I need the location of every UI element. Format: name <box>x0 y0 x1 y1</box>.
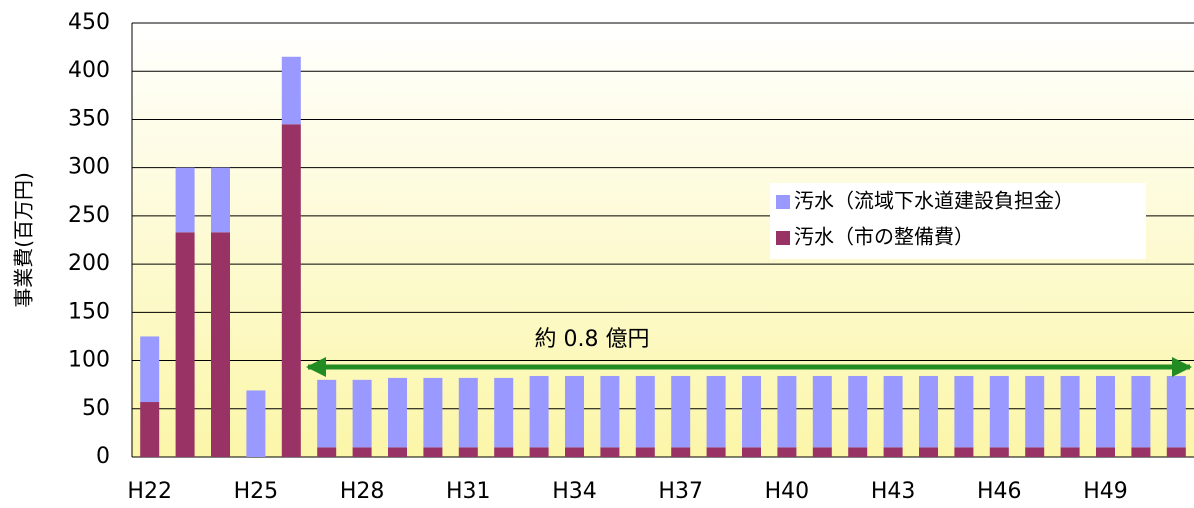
y-tick-label: 250 <box>68 203 110 228</box>
x-tick-label: H22 <box>127 479 172 504</box>
y-tick-label: 300 <box>68 155 110 180</box>
bar-segment <box>388 377 407 448</box>
bar-segment <box>989 375 1009 448</box>
bar-segment <box>1025 375 1045 448</box>
bar-segment <box>777 447 797 457</box>
legend-swatch <box>776 195 790 209</box>
bar-segment <box>706 375 726 448</box>
bar-segment <box>175 167 195 233</box>
bar-segment <box>671 375 691 448</box>
x-tick-label: H49 <box>1083 479 1128 504</box>
bar-segment <box>1096 447 1115 457</box>
bar-segment <box>494 447 514 457</box>
x-tick-label: H40 <box>765 479 810 504</box>
bar-segment <box>919 447 938 457</box>
bar-segment <box>848 375 868 448</box>
bar-segment <box>1025 447 1045 457</box>
bar-segment <box>565 375 584 448</box>
bar-segment <box>883 375 903 448</box>
x-tick-label: H43 <box>871 479 916 504</box>
x-tick-label: H25 <box>234 479 279 504</box>
bar-segment <box>706 447 726 457</box>
bar-segment <box>423 377 443 448</box>
bar-segment <box>458 447 478 457</box>
y-tick-label: 50 <box>82 396 110 421</box>
bar-segment <box>919 375 938 448</box>
bar-segment <box>281 124 301 458</box>
bar-segment <box>1096 375 1115 448</box>
bar-segment <box>529 375 549 448</box>
bar-segment <box>954 447 974 457</box>
legend-box <box>770 183 1146 259</box>
bar-segment <box>211 167 230 233</box>
bar-segment <box>1166 375 1186 448</box>
bar-segment <box>742 447 761 457</box>
y-tick-label: 450 <box>68 10 110 35</box>
bar-segment <box>317 379 337 448</box>
y-tick-label: 0 <box>96 444 110 469</box>
legend-label: 汚水（流域下水道建設負担金） <box>794 189 1074 213</box>
legend-swatch <box>776 231 790 245</box>
bar-segment <box>1131 447 1151 457</box>
bar-segment <box>671 447 691 457</box>
y-tick-label: 150 <box>68 299 110 324</box>
bar-segment <box>812 375 832 448</box>
bar-segment <box>848 447 868 457</box>
y-tick-label: 400 <box>68 58 110 83</box>
legend-label: 汚水（市の整備費） <box>794 225 974 249</box>
bar-segment <box>989 447 1009 457</box>
bar-segment <box>317 447 337 457</box>
bar-segment <box>600 375 620 448</box>
bar-segment <box>883 447 903 457</box>
bar-segment <box>600 447 620 457</box>
bar-segment <box>635 447 655 457</box>
y-tick-label: 100 <box>68 348 110 373</box>
x-tick-label: H28 <box>340 479 385 504</box>
y-axis-label: 事業費(百万円) <box>12 172 36 308</box>
x-tick-label: H46 <box>977 479 1022 504</box>
bar-segment <box>458 377 478 448</box>
bar-segment <box>954 375 974 448</box>
bar-segment <box>1166 447 1186 457</box>
bar-segment <box>388 447 407 457</box>
bar-segment <box>635 375 655 448</box>
bar-segment <box>1060 447 1080 457</box>
bar-segment <box>1060 375 1080 448</box>
bar-segment <box>211 232 230 457</box>
bar-segment <box>1131 375 1151 448</box>
y-tick-label: 200 <box>68 251 110 276</box>
y-tick-label: 350 <box>68 106 110 131</box>
bar-segment <box>140 336 160 403</box>
x-tick-label: H31 <box>446 479 491 504</box>
bar-segment <box>529 447 549 457</box>
x-tick-label: H34 <box>552 479 597 504</box>
bar-segment <box>175 232 195 457</box>
x-tick-label: H37 <box>658 479 703 504</box>
bar-segment <box>742 375 761 448</box>
bar-segment <box>423 447 443 457</box>
bar-segment <box>281 56 301 125</box>
annotation: 約 0.8 億円 <box>535 327 650 352</box>
bar-segment <box>246 390 266 457</box>
bar-segment <box>352 447 372 457</box>
bar-segment <box>494 377 514 448</box>
bar-segment <box>140 402 160 457</box>
bar-segment <box>812 447 832 457</box>
bar-segment <box>777 375 797 448</box>
bar-segment <box>352 379 372 448</box>
bar-segment <box>565 447 584 457</box>
